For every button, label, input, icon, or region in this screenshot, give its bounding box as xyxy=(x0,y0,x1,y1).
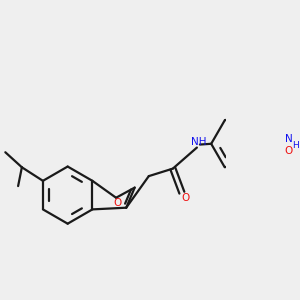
Text: O: O xyxy=(113,198,122,208)
Text: O: O xyxy=(182,193,190,203)
Text: O: O xyxy=(284,146,293,156)
Text: NH: NH xyxy=(191,136,206,146)
Text: N: N xyxy=(285,134,292,143)
Text: H: H xyxy=(292,141,299,150)
